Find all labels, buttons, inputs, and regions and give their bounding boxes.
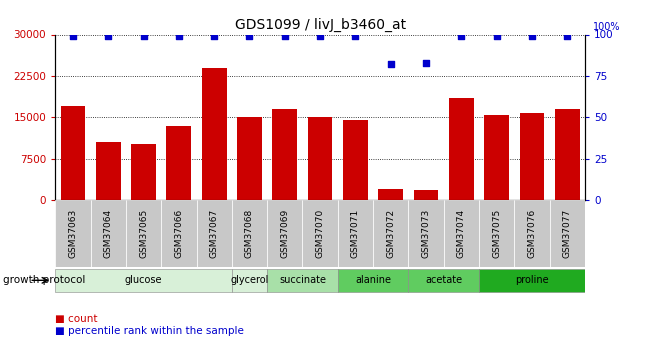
Bar [484,115,509,200]
Bar [408,200,444,267]
Bar [166,126,191,200]
Text: GSM37073: GSM37073 [422,209,430,258]
Bar [131,144,156,200]
Bar [302,200,338,267]
Text: GSM37069: GSM37069 [280,209,289,258]
Bar [272,109,297,200]
Bar [232,269,267,292]
Bar [479,200,514,267]
Bar [237,117,262,200]
Text: ■ count: ■ count [55,314,98,324]
Text: GSM37076: GSM37076 [528,209,536,258]
Text: succinate: succinate [279,275,326,285]
Text: 100%: 100% [593,22,621,32]
Text: GSM37065: GSM37065 [139,209,148,258]
Text: GSM37070: GSM37070 [316,209,324,258]
Point [562,33,573,39]
Bar [307,117,333,200]
Bar [378,189,403,200]
Bar [196,200,232,267]
Bar [408,269,479,292]
Point [526,33,537,39]
Text: growth protocol: growth protocol [3,275,86,285]
Text: ■ percentile rank within the sample: ■ percentile rank within the sample [55,326,244,336]
Point [315,33,325,39]
Text: glucose: glucose [125,275,162,285]
Point [68,33,78,39]
Bar [267,269,338,292]
Point [456,33,467,39]
Point [385,61,396,67]
Bar [373,200,408,267]
Text: GSM37072: GSM37072 [386,209,395,258]
Bar [161,200,196,267]
Bar [555,109,580,200]
Text: proline: proline [515,275,549,285]
Bar [126,200,161,267]
Point [209,33,219,39]
Text: GSM37071: GSM37071 [351,209,360,258]
Bar [232,200,267,267]
Text: GSM37066: GSM37066 [174,209,183,258]
Point [138,33,149,39]
Bar [514,200,550,267]
Point [244,33,255,39]
Bar [449,98,474,200]
Text: GSM37077: GSM37077 [563,209,572,258]
Text: GSM37074: GSM37074 [457,209,466,258]
Point [350,33,361,39]
Text: alanine: alanine [355,275,391,285]
Bar [55,200,90,267]
Text: acetate: acetate [425,275,462,285]
Point [491,33,502,39]
Bar [444,200,479,267]
Bar [338,200,373,267]
Bar [55,269,232,292]
Text: GSM37063: GSM37063 [68,209,77,258]
Bar [343,120,368,200]
Point [280,33,290,39]
Bar [338,269,408,292]
Text: glycerol: glycerol [230,275,268,285]
Text: GSM37075: GSM37075 [492,209,501,258]
Bar [90,200,126,267]
Bar [519,113,545,200]
Bar [96,142,121,200]
Bar [202,68,227,200]
Bar [413,190,439,200]
Text: GSM37068: GSM37068 [245,209,254,258]
Point [421,60,431,66]
Point [103,33,113,39]
Point [174,33,184,39]
Bar [267,200,302,267]
Text: GSM37067: GSM37067 [210,209,218,258]
Bar [60,106,85,200]
Title: GDS1099 / livJ_b3460_at: GDS1099 / livJ_b3460_at [235,18,406,32]
Bar [550,200,585,267]
Bar [479,269,585,292]
Text: GSM37064: GSM37064 [104,209,112,258]
